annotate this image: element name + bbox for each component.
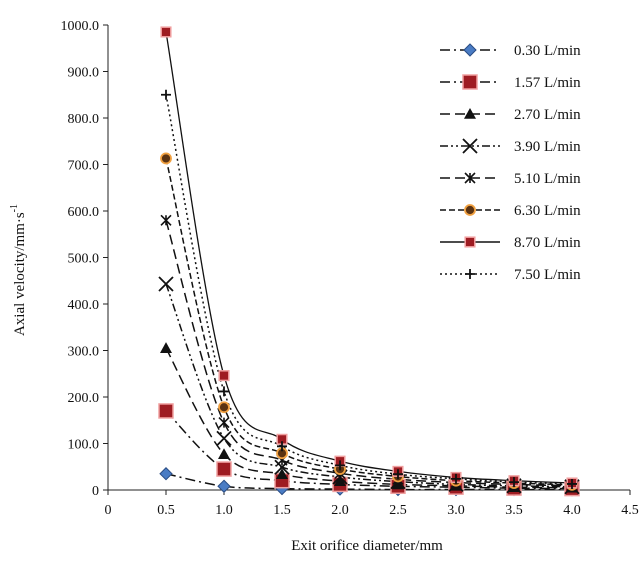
y-tick-label: 900.0 xyxy=(68,66,100,81)
svg-text:Axial velocity/mm·s-1: Axial velocity/mm·s-1 xyxy=(9,204,28,336)
y-tick-label: 800.0 xyxy=(68,112,100,127)
y-tick-label: 100.0 xyxy=(68,438,100,453)
x-tick-label: 2.0 xyxy=(331,503,349,518)
legend-label: 2.70 L/min xyxy=(514,107,581,123)
series-markers xyxy=(158,26,580,497)
legend-label: 7.50 L/min xyxy=(514,267,581,283)
data-point-5-10-l-min xyxy=(160,214,172,226)
legend-label: 3.90 L/min xyxy=(514,139,581,155)
legend-item-6-30-l-min: 6.30 L/min xyxy=(440,203,581,219)
data-point-7-50-l-min xyxy=(509,477,519,488)
legend-marker xyxy=(465,269,475,279)
data-point-8-70-l-min xyxy=(218,370,230,382)
data-point-3-90-l-min xyxy=(216,430,232,447)
legend-marker xyxy=(464,172,476,184)
y-tick-label: 0 xyxy=(92,484,99,499)
data-point-2-70-l-min xyxy=(334,475,346,486)
legend-marker xyxy=(462,74,478,90)
series-line-6-30-l-min xyxy=(165,158,573,486)
axes: 0 100.0 200.0 300.0 400.0 500.0 600.0 700.0 800.… xyxy=(61,19,639,518)
data-point-3-90-l-min xyxy=(274,459,290,475)
series-line-2-70-l-min xyxy=(165,347,573,489)
data-point-7-50-l-min xyxy=(451,473,461,484)
legend-marker xyxy=(463,43,477,57)
data-point-2-70-l-min xyxy=(160,342,172,353)
legend-label: 8.70 L/min xyxy=(514,235,581,251)
legend-marker xyxy=(462,138,478,154)
y-axis-title-text: Axial velocity/mm·s xyxy=(12,212,28,336)
legend: 0.30 L/min 1.57 L/min 2.70 L/min 3.90 L/min… xyxy=(440,43,581,283)
data-point-7-50-l-min xyxy=(393,469,403,480)
x-axis-title: Exit orifice diameter/mm xyxy=(291,538,443,554)
y-tick-label: 700.0 xyxy=(68,159,100,174)
legend-label: 1.57 L/min xyxy=(514,75,581,91)
data-point-7-50-l-min xyxy=(161,89,171,100)
y-tick-label: 400.0 xyxy=(68,298,100,313)
data-point-1-57-l-min xyxy=(158,403,174,419)
data-point-7-50-l-min xyxy=(277,441,287,452)
legend-label: 5.10 L/min xyxy=(514,171,581,187)
x-tick-label: 0.5 xyxy=(157,503,175,518)
data-point-0-30-l-min xyxy=(217,479,231,493)
series-line-5-10-l-min xyxy=(165,220,573,487)
legend-item-3-90-l-min: 3.90 L/min xyxy=(440,138,581,155)
legend-item-8-70-l-min: 8.70 L/min xyxy=(440,235,581,251)
x-tick-label: 3.0 xyxy=(447,503,465,518)
y-tick-label: 600.0 xyxy=(68,205,100,220)
series-lines xyxy=(165,31,573,491)
y-axis-title: Axial velocity/mm·s-1 xyxy=(9,204,28,336)
data-point-7-50-l-min xyxy=(219,386,229,397)
x-tick-label: 3.5 xyxy=(505,503,523,518)
legend-label: 6.30 L/min xyxy=(514,203,581,219)
data-point-3-90-l-min xyxy=(158,276,174,292)
legend-item-5-10-l-min: 5.10 L/min xyxy=(440,171,581,187)
x-tick-label: 1.5 xyxy=(273,503,291,518)
data-point-8-70-l-min xyxy=(160,26,172,38)
data-point-5-10-l-min xyxy=(218,417,230,429)
data-point-1-57-l-min xyxy=(216,461,232,477)
legend-label: 0.30 L/min xyxy=(514,43,581,59)
series-line-8-70-l-min xyxy=(165,31,573,484)
y-tick-label: 300.0 xyxy=(68,345,100,360)
x-tick-label: 1.0 xyxy=(215,503,233,518)
legend-item-7-50-l-min: 7.50 L/min xyxy=(440,267,581,283)
y-tick-label: 200.0 xyxy=(68,391,100,406)
y-tick-label: 1000.0 xyxy=(61,19,100,34)
x-tick-label: 0 xyxy=(105,503,112,518)
y-axis-title-superscript: -1 xyxy=(9,204,20,212)
legend-item-2-70-l-min: 2.70 L/min xyxy=(440,107,581,123)
legend-marker xyxy=(464,204,476,216)
legend-item-1-57-l-min: 1.57 L/min xyxy=(440,74,581,91)
data-point-6-30-l-min xyxy=(218,401,230,414)
data-point-2-70-l-min xyxy=(218,448,230,459)
legend-item-0-30-l-min: 0.30 L/min xyxy=(440,43,581,59)
legend-marker xyxy=(464,108,476,119)
x-tick-label: 2.5 xyxy=(389,503,407,518)
x-tick-label: 4.5 xyxy=(621,503,639,518)
data-point-2-70-l-min xyxy=(276,468,288,479)
x-tick-label: 4.0 xyxy=(563,503,581,518)
legend-marker xyxy=(464,236,476,248)
data-point-7-50-l-min xyxy=(335,460,345,471)
data-point-0-30-l-min xyxy=(159,467,173,481)
data-point-7-50-l-min xyxy=(567,478,577,489)
data-point-6-30-l-min xyxy=(160,152,172,165)
y-tick-label: 500.0 xyxy=(68,252,100,267)
